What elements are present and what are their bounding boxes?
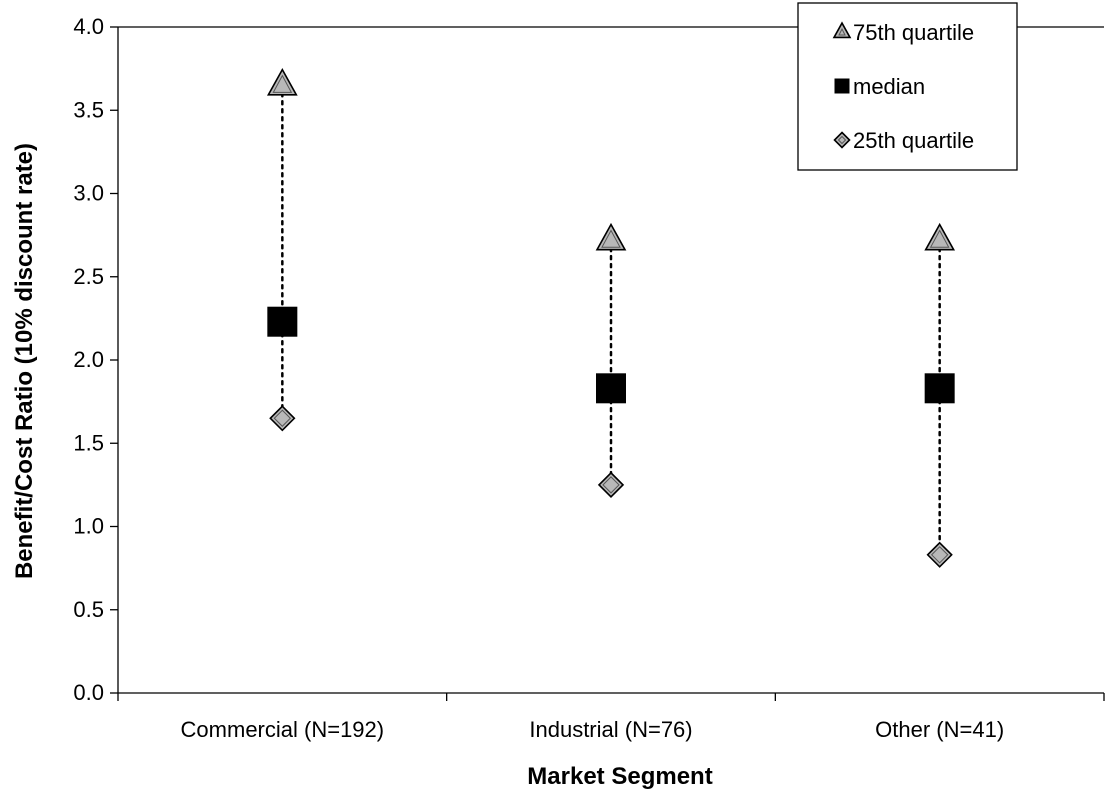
legend-label: 25th quartile xyxy=(853,128,974,153)
y-axis-title: Benefit/Cost Ratio (10% discount rate) xyxy=(11,143,38,579)
y-tick-label: 4.0 xyxy=(73,14,104,39)
y-tick-label: 1.0 xyxy=(73,514,104,539)
legend-triangle-icon xyxy=(832,21,852,39)
point-25th-quartile xyxy=(269,405,296,432)
point-75th-quartile xyxy=(924,222,956,251)
triangle-shape xyxy=(595,222,627,251)
x-category-label: Commercial (N=192) xyxy=(181,717,385,742)
y-tick-label: 0.0 xyxy=(73,680,104,705)
triangle-shape xyxy=(924,222,956,251)
triangle-shape xyxy=(832,21,852,39)
diamond-shape xyxy=(597,471,625,499)
point-median xyxy=(924,373,955,404)
triangle-inner xyxy=(929,229,950,248)
point-25th-quartile xyxy=(597,471,625,499)
point-25th-quartile xyxy=(926,541,953,568)
x-axis-title: Market Segment xyxy=(527,763,712,790)
legend: 75th quartile median 25th quartile xyxy=(797,2,1018,171)
point-median xyxy=(596,373,626,404)
triangle-inner xyxy=(272,74,293,93)
y-tick-label: 3.5 xyxy=(73,97,104,122)
triangle-inner xyxy=(838,27,846,36)
diamond-inner xyxy=(837,135,847,145)
diamond-shape xyxy=(269,405,296,432)
y-tick-label: 1.5 xyxy=(73,430,104,455)
y-tick-label: 0.5 xyxy=(73,597,104,622)
diamond-inner xyxy=(602,476,620,494)
point-75th-quartile xyxy=(266,68,298,96)
triangle-shape xyxy=(266,68,298,96)
legend-square-icon xyxy=(834,78,850,94)
legend-label: median xyxy=(853,74,925,99)
diamond-shape xyxy=(833,131,851,149)
diamond-inner xyxy=(930,546,949,564)
x-category-label: Other (N=41) xyxy=(875,717,1004,742)
legend-diamond-icon xyxy=(833,131,851,149)
y-tick-label: 2.0 xyxy=(73,347,104,372)
point-median xyxy=(267,306,298,337)
x-category-label: Industrial (N=76) xyxy=(529,717,692,742)
y-tick-label: 2.5 xyxy=(73,264,104,289)
diamond-inner xyxy=(273,409,292,427)
point-75th-quartile xyxy=(595,222,627,251)
triangle-inner xyxy=(601,229,621,248)
diamond-shape xyxy=(926,541,953,568)
y-tick-label: 3.0 xyxy=(73,181,104,206)
legend-label: 75th quartile xyxy=(853,20,974,45)
plot-area: 0.0 0.5 1.0 1.5 2.0 2.5 3.0 3.5 4.0 Commercial (N… xyxy=(73,14,1105,742)
